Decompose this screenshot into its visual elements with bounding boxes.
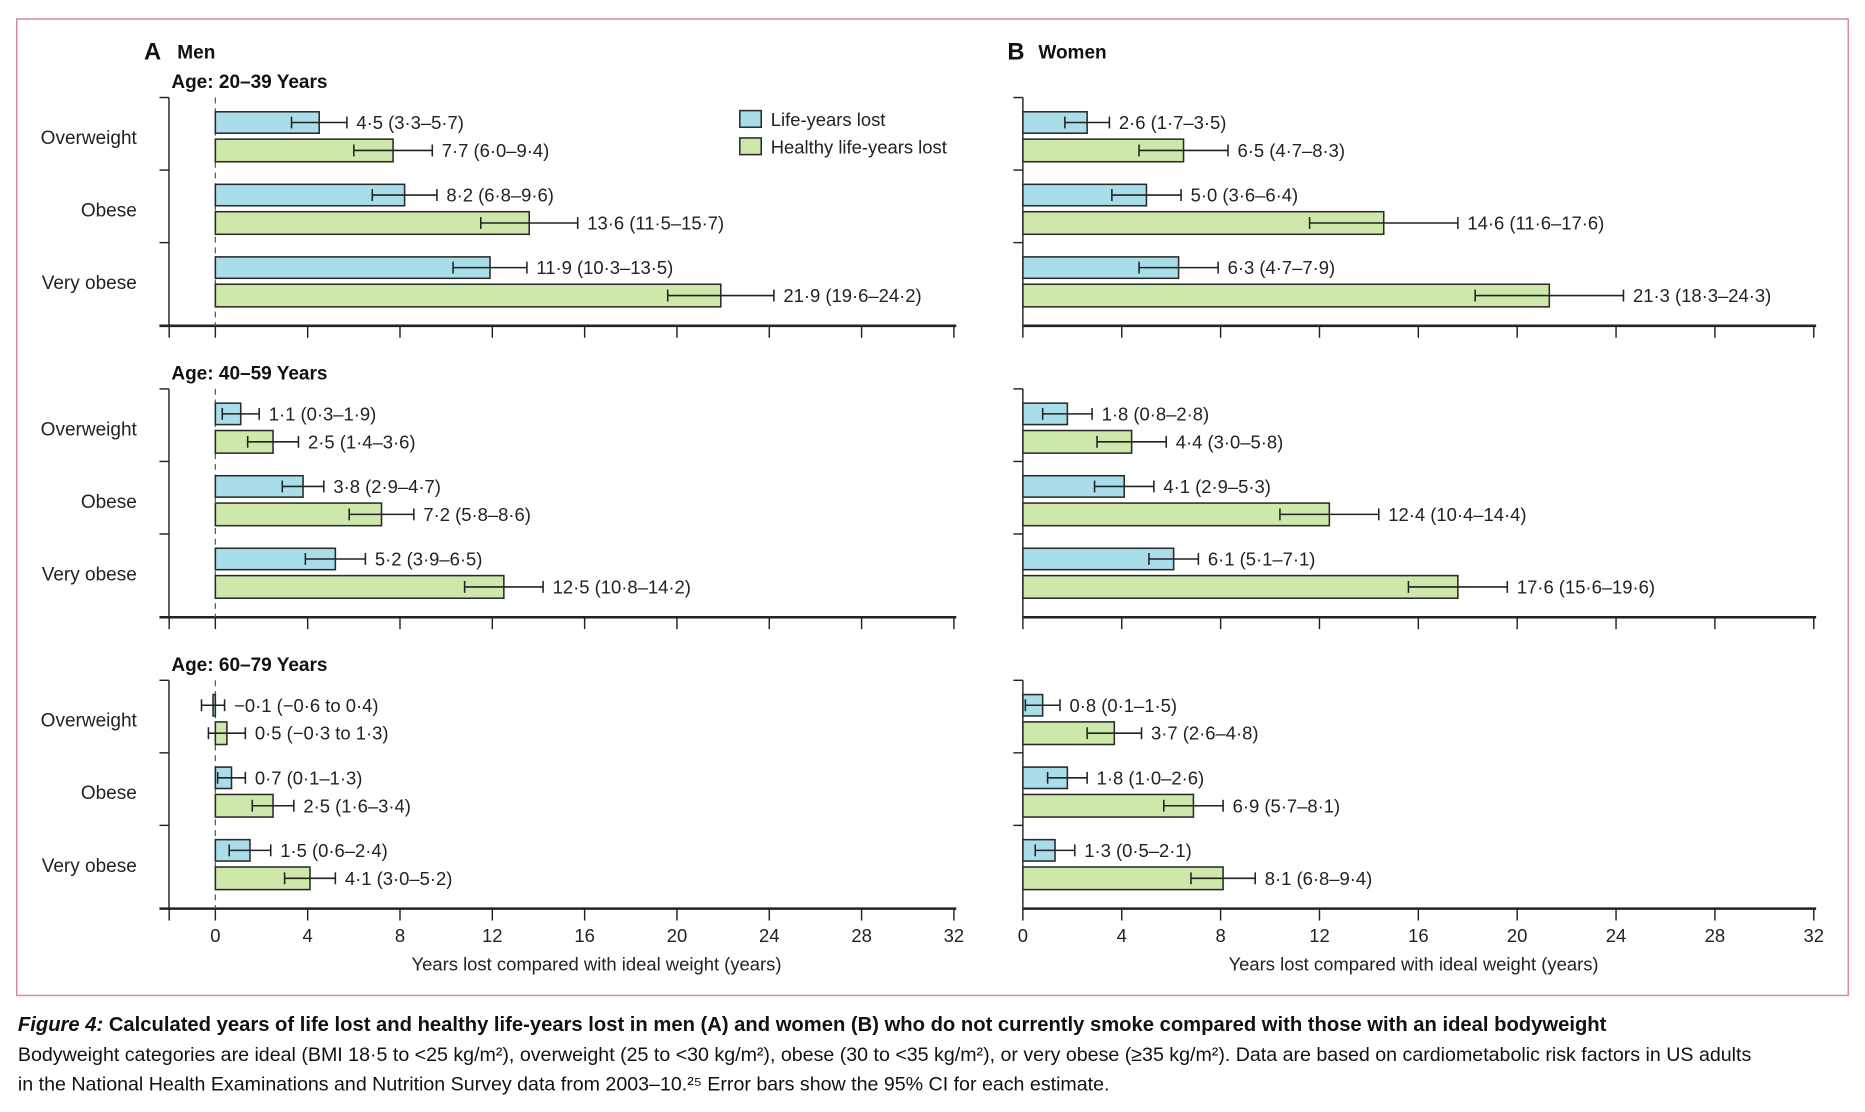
data-label: 8·1 (6·8–9·4) bbox=[1265, 868, 1373, 889]
data-label: 6·9 (5·7–8·1) bbox=[1233, 795, 1341, 816]
figure-frame bbox=[15, 18, 1850, 997]
age-group-label: Age: 20–39 Years bbox=[171, 72, 327, 93]
category-label: Obese bbox=[81, 492, 137, 513]
data-label: −0·1 (−0·6 to 0·4) bbox=[234, 695, 378, 716]
caption-line-2: in the National Health Examinations and … bbox=[18, 1074, 1110, 1096]
x-axis-title: Years lost compared with ideal weight (y… bbox=[1229, 953, 1599, 974]
x-tick-label: 24 bbox=[1606, 925, 1627, 946]
data-label: 12·5 (10·8–14·2) bbox=[553, 576, 691, 597]
data-label: 17·6 (15·6–19·6) bbox=[1517, 576, 1655, 597]
data-label: 2·5 (1·6–3·4) bbox=[303, 795, 411, 816]
panel-men: Age: 20–39 Years Overweight 4·5 (3·3–5·7) 7… bbox=[41, 72, 964, 974]
x-axis-title: Years lost compared with ideal weight (y… bbox=[412, 953, 782, 974]
x-tick-label: 8 bbox=[1215, 925, 1225, 946]
data-label: 6·1 (5·1–7·1) bbox=[1208, 549, 1316, 570]
data-label: 3·7 (2·6–4·8) bbox=[1151, 723, 1259, 744]
data-label: 0·5 (−0·3 to 1·3) bbox=[255, 723, 389, 744]
data-label: 0·8 (0·1–1·5) bbox=[1069, 695, 1177, 716]
bar-healthy-life-years bbox=[214, 283, 722, 308]
data-label: 11·9 (10·3–13·5) bbox=[536, 257, 673, 278]
x-tick-label: 16 bbox=[1408, 925, 1429, 946]
category-label: Overweight bbox=[41, 128, 138, 149]
data-label: 7·7 (6·0–9·4) bbox=[442, 140, 550, 161]
data-label: 6·3 (4·7–7·9) bbox=[1228, 257, 1336, 278]
category-label: Very obese bbox=[42, 564, 137, 585]
x-tick-label: 12 bbox=[1309, 925, 1330, 946]
legend-label-healthy-life-years: Healthy life-years lost bbox=[771, 136, 947, 157]
bar-healthy-life-years bbox=[1022, 283, 1551, 308]
x-tick-label: 12 bbox=[482, 925, 503, 946]
legend-label-life-years: Life-years lost bbox=[771, 109, 886, 130]
panel-women: 2·6 (1·7–3·5) 6·5 (4·7–8·3) 5·0 (3·6–6·4) 1… bbox=[1013, 96, 1825, 974]
x-tick-label: 4 bbox=[303, 925, 313, 946]
data-label: 1·8 (0·8–2·8) bbox=[1102, 403, 1210, 424]
x-tick-label: 0 bbox=[210, 925, 220, 946]
data-label: 1·5 (0·6–2·4) bbox=[280, 840, 388, 861]
data-label: 4·1 (2·9–5·3) bbox=[1163, 476, 1271, 497]
panel-letter-b: B bbox=[1007, 38, 1024, 65]
data-label: 14·6 (11·6–17·6) bbox=[1467, 213, 1604, 234]
age-group-0: Age: 20–39 Years Overweight 4·5 (3·3–5·7) 7… bbox=[41, 72, 957, 338]
data-label: 1·3 (0·5–2·1) bbox=[1084, 840, 1192, 861]
x-tick-label: 20 bbox=[1507, 925, 1528, 946]
caption-title: Figure 4: Calculated years of life lost … bbox=[18, 1014, 1607, 1036]
caption-figure-label: Figure 4: bbox=[18, 1014, 103, 1036]
x-tick-label: 20 bbox=[667, 925, 688, 946]
category-label: Obese bbox=[81, 783, 137, 804]
data-label: 7·2 (5·8–8·6) bbox=[423, 504, 531, 525]
panel-title-women: Women bbox=[1038, 42, 1106, 63]
data-label: 2·5 (1·4–3·6) bbox=[308, 431, 416, 452]
category-label: Obese bbox=[81, 200, 137, 221]
bar-life-years bbox=[214, 256, 491, 280]
data-label: 21·3 (18·3–24·3) bbox=[1633, 285, 1771, 306]
age-group-label: Age: 40–59 Years bbox=[171, 363, 327, 384]
x-tick-label: 32 bbox=[944, 925, 965, 946]
data-label: 1·8 (1·0–2·6) bbox=[1097, 767, 1205, 788]
category-label: Overweight bbox=[41, 711, 138, 732]
legend: Life-years lost Healthy life-years lost bbox=[739, 109, 947, 157]
data-label: 3·8 (2·9–4·7) bbox=[333, 476, 441, 497]
data-label: 13·6 (11·5–15·7) bbox=[587, 213, 724, 234]
data-label: 12·4 (10·4–14·4) bbox=[1388, 504, 1526, 525]
age-group-1: Age: 40–59 Years Overweight 1·1 (0·3–1·9) 2… bbox=[41, 363, 957, 630]
bar-healthy-life-years bbox=[1022, 574, 1459, 599]
data-label: 6·5 (4·7–8·3) bbox=[1238, 140, 1346, 161]
category-label: Very obese bbox=[42, 273, 137, 294]
x-tick-label: 4 bbox=[1117, 925, 1127, 946]
data-label: 1·1 (0·3–1·9) bbox=[269, 403, 377, 424]
x-tick-label: 28 bbox=[1705, 925, 1726, 946]
data-label: 4·4 (3·0–5·8) bbox=[1176, 431, 1284, 452]
x-tick-label: 8 bbox=[395, 925, 405, 946]
legend-swatch-healthy-life-years bbox=[739, 137, 763, 156]
caption-title-text: Calculated years of life lost and health… bbox=[103, 1014, 1606, 1036]
age-group-1: 1·8 (0·8–2·8) 4·4 (3·0–5·8) 4·1 (2·9–5·3) 1… bbox=[1013, 388, 1817, 630]
caption-line-1: Bodyweight categories are ideal (BMI 18·… bbox=[18, 1044, 1752, 1066]
x-tick-label: 32 bbox=[1804, 925, 1825, 946]
data-label: 5·2 (3·9–6·5) bbox=[375, 549, 483, 570]
bar-healthy-life-years bbox=[214, 574, 505, 599]
data-label: 2·6 (1·7–3·5) bbox=[1119, 112, 1227, 133]
age-group-2: Age: 60–79 Years Overweight −0·1 (−0·6 to … bbox=[41, 655, 964, 975]
panel-title-men: Men bbox=[177, 42, 215, 63]
x-tick-label: 28 bbox=[851, 925, 872, 946]
category-label: Overweight bbox=[41, 419, 138, 440]
data-label: 0·7 (0·1–1·3) bbox=[255, 767, 363, 788]
age-group-2: 0·8 (0·1–1·5) 3·7 (2·6–4·8) 1·8 (1·0–2·6) 6… bbox=[1013, 679, 1825, 974]
legend-swatch-life-years bbox=[739, 109, 763, 129]
data-label: 4·1 (3·0–5·2) bbox=[345, 868, 453, 889]
category-label: Very obese bbox=[42, 856, 137, 877]
x-tick-label: 0 bbox=[1018, 925, 1028, 946]
data-label: 8·2 (6·8–9·6) bbox=[446, 185, 554, 206]
x-tick-label: 16 bbox=[574, 925, 595, 946]
data-label: 4·5 (3·3–5·7) bbox=[356, 112, 464, 133]
data-label: 21·9 (19·6–24·2) bbox=[783, 285, 921, 306]
age-group-label: Age: 60–79 Years bbox=[171, 655, 327, 676]
x-tick-label: 24 bbox=[759, 925, 779, 946]
age-group-0: 2·6 (1·7–3·5) 6·5 (4·7–8·3) 5·0 (3·6–6·4) 1… bbox=[1013, 96, 1817, 338]
data-label: 5·0 (3·6–6·4) bbox=[1191, 185, 1299, 206]
panel-letter-a: A bbox=[144, 38, 161, 65]
